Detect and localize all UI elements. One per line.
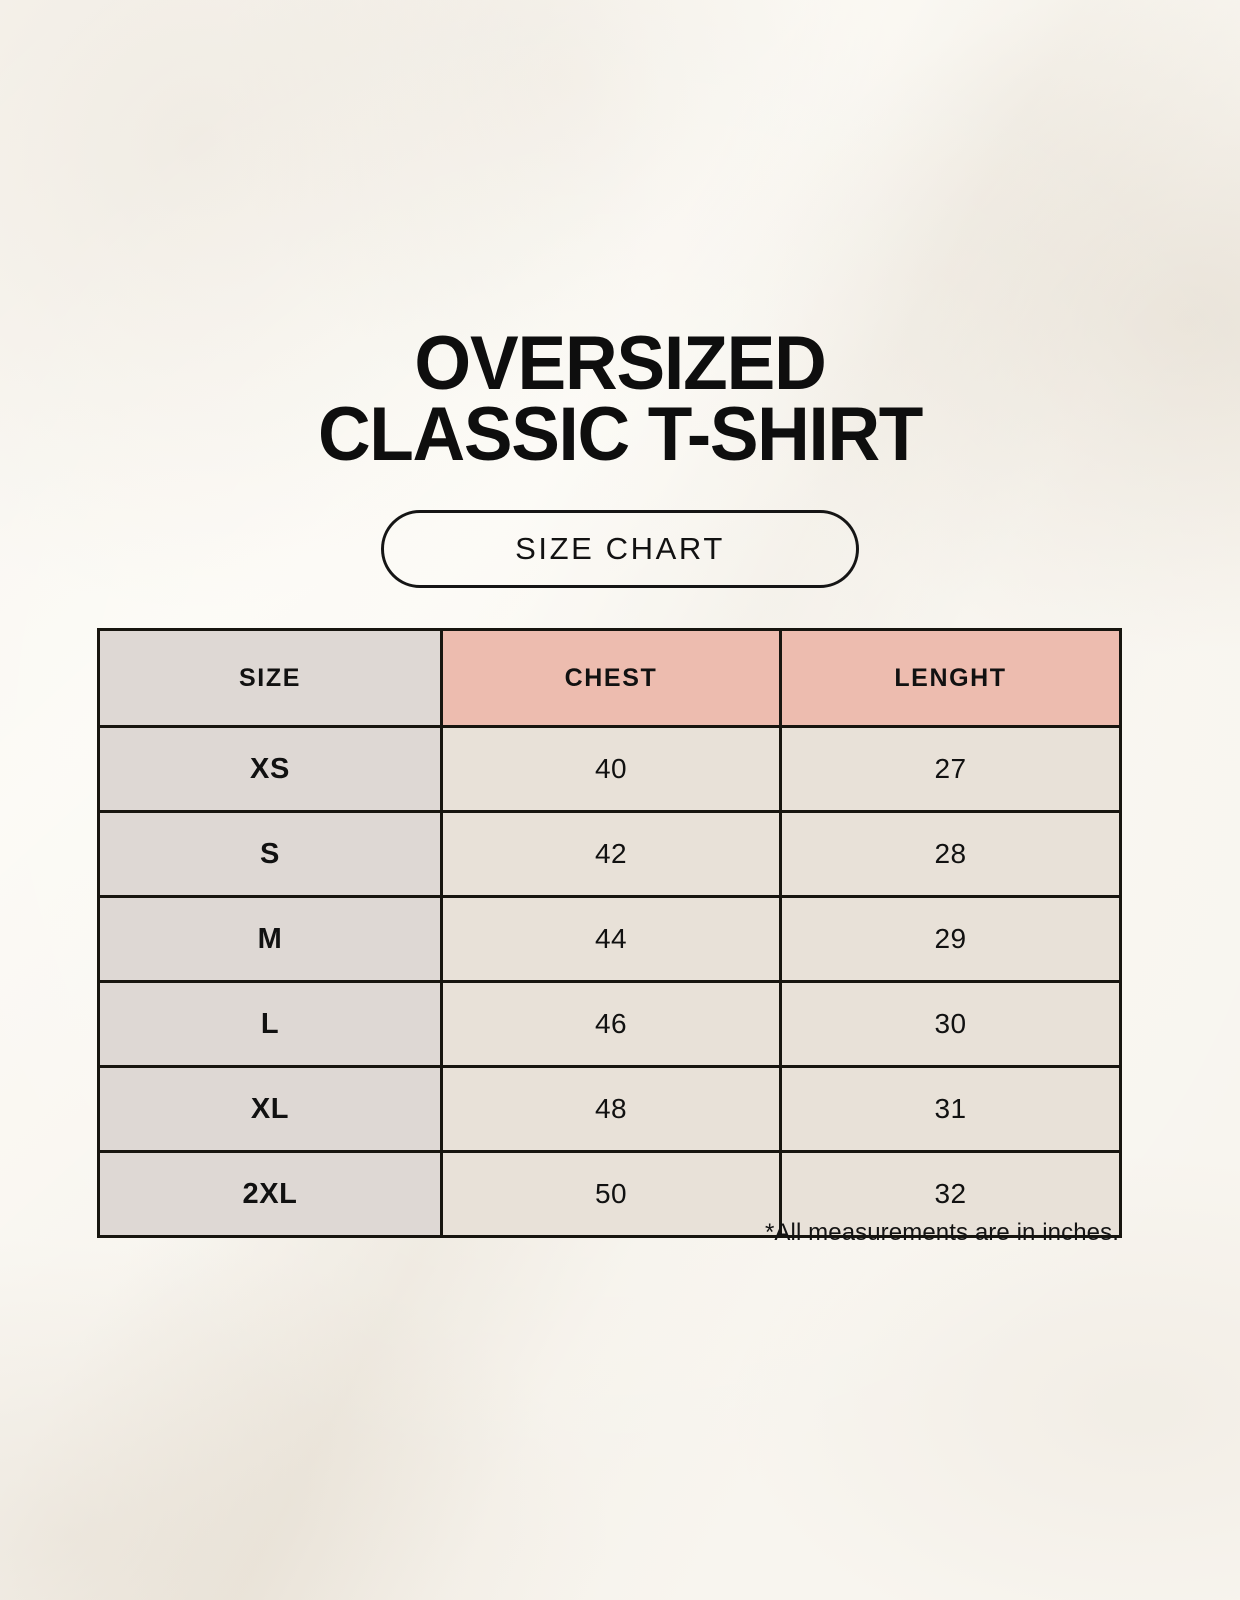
- size-chart-badge: SIZE CHART: [381, 510, 859, 588]
- size-chart-badge-label: SIZE CHART: [515, 531, 725, 566]
- cell-chest: 44: [440, 895, 782, 983]
- cell-size: XS: [97, 725, 443, 813]
- size-chart-badge-wrapper: SIZE CHART: [0, 510, 1240, 588]
- cell-length: 27: [779, 725, 1122, 813]
- title-line-1: OVERSIZED: [414, 321, 826, 406]
- table-row: S 42 28: [97, 810, 1122, 898]
- column-header-size: SIZE: [97, 628, 443, 728]
- cell-chest: 40: [440, 725, 782, 813]
- cell-length: 29: [779, 895, 1122, 983]
- measurements-footnote: *All measurements are in inches.: [764, 1219, 1119, 1246]
- size-table-head: SIZE CHEST LENGHT: [97, 628, 1122, 728]
- cell-size: S: [97, 810, 443, 898]
- cell-size: 2XL: [97, 1150, 443, 1238]
- table-header-row: SIZE CHEST LENGHT: [97, 628, 1122, 728]
- cell-chest: 50: [440, 1150, 782, 1238]
- table-row: L 46 30: [97, 980, 1122, 1068]
- table-row: 2XL 50 32: [97, 1150, 1122, 1238]
- size-table: SIZE CHEST LENGHT XS 40 27 S 42 28 M: [97, 628, 1122, 1238]
- cell-size: XL: [97, 1065, 443, 1153]
- table-row: XL 48 31: [97, 1065, 1122, 1153]
- table-row: M 44 29: [97, 895, 1122, 983]
- cell-length: 32: [779, 1150, 1122, 1238]
- cell-size: L: [97, 980, 443, 1068]
- cell-chest: 42: [440, 810, 782, 898]
- cell-size: M: [97, 895, 443, 983]
- table-row: XS 40 27: [97, 725, 1122, 813]
- cell-length: 30: [779, 980, 1122, 1068]
- column-header-chest: CHEST: [440, 628, 782, 728]
- size-table-wrapper: SIZE CHEST LENGHT XS 40 27 S 42 28 M: [97, 628, 1122, 1238]
- title-line-2: CLASSIC T-SHIRT: [317, 391, 923, 477]
- size-table-body: XS 40 27 S 42 28 M 44 29 L 46 30: [97, 725, 1122, 1238]
- column-header-length: LENGHT: [779, 628, 1122, 728]
- cell-length: 31: [779, 1065, 1122, 1153]
- cell-chest: 46: [440, 980, 782, 1068]
- cell-chest: 48: [440, 1065, 782, 1153]
- page-title: OVERSIZED CLASSIC T-SHIRT: [0, 321, 1240, 477]
- cell-length: 28: [779, 810, 1122, 898]
